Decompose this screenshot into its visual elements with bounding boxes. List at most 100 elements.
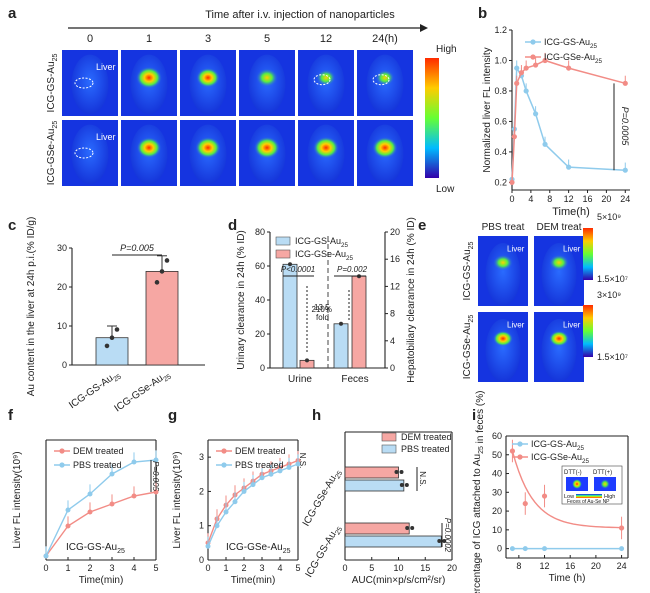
x-tick-label: 0 — [205, 563, 210, 573]
panel-a-image-tile — [357, 50, 413, 116]
panel-a-colorbar — [425, 58, 439, 178]
legend-item-text: PBS treated — [401, 444, 450, 454]
x-tick-label: 24 — [620, 194, 630, 204]
data-point — [511, 134, 517, 140]
panel-a-image-tile — [298, 120, 354, 186]
data-point — [205, 543, 211, 549]
sample-note: ICG-GSe-Au25 — [226, 542, 291, 555]
liver-label: Liver — [507, 320, 525, 329]
x-tick-label: 15 — [420, 563, 430, 573]
legend-item-marker — [221, 448, 227, 454]
y-tick-label: 0 — [497, 544, 502, 554]
panel-a-image-tile — [298, 50, 354, 116]
x-tick-label: 0 — [509, 194, 514, 204]
legend-item-swatch — [381, 432, 397, 442]
y-tick-label: 0 — [62, 360, 67, 370]
liver-outline — [372, 74, 390, 86]
y-axis-label: Percentage of ICG attached to Au25 in fe… — [472, 391, 486, 593]
panel-a-image-tile: Liver — [62, 120, 118, 186]
y-axis-label: Normalized liver FL intensity — [482, 47, 493, 172]
inset-spot — [600, 479, 610, 489]
x-tick-label: 24 — [617, 561, 627, 571]
y-tick-label: 0.2 — [494, 177, 507, 187]
replicate-dot — [442, 539, 447, 543]
panel-e-colorbar-1 — [583, 228, 593, 280]
x-tick-label: 1 — [65, 563, 70, 573]
x-tick-label: 4 — [277, 563, 282, 573]
inset-scale-high: High — [604, 494, 615, 500]
sample-note: ICG-GS-Au25 — [66, 542, 125, 555]
legend-item-marker — [59, 462, 65, 468]
data-point — [65, 523, 71, 529]
panel-a-image-tile — [357, 120, 413, 186]
panel-b-chart: 0.2 0.4 0.6 0.8 1.0 1.2 0 4 8 12 16 20 24 Time(h) Norm… — [482, 25, 630, 218]
x-tick-label: 8 — [516, 561, 521, 571]
data-point — [153, 457, 159, 463]
y2-tick-label: 12 — [390, 281, 400, 291]
replicate-dot — [104, 343, 110, 349]
panel-labels: a b c d e f g h i — [8, 5, 487, 424]
data-point — [542, 546, 548, 552]
panel-d-chart: 0 20 40 60 80 0 4 8 12 16 20 Urinary clearance in 2… — [236, 217, 417, 385]
legend-item-swatch — [275, 236, 291, 246]
y2-tick-label: 16 — [390, 254, 400, 264]
data-point — [542, 141, 548, 147]
x-tick-label: Feces — [341, 374, 368, 385]
data-point — [533, 111, 539, 117]
y-tick-label: 10 — [57, 321, 67, 331]
data-point — [268, 471, 274, 477]
panel-e-colorbar-2 — [583, 305, 593, 357]
panel-e-scale-top-2: 3×10⁹ — [597, 290, 621, 300]
bar — [95, 337, 129, 366]
data-point — [131, 493, 137, 499]
replicate-dot — [410, 526, 415, 530]
bar — [344, 535, 442, 548]
x-tick-label: 2 — [87, 563, 92, 573]
y-axis-label: Urinary clearance in 24h (% ID) — [236, 230, 247, 370]
panel-a-image-tile — [239, 50, 295, 116]
legend-item-text: DEM treated — [401, 432, 452, 442]
data-point — [259, 475, 265, 481]
y-tick-label: 2 — [199, 486, 204, 496]
p-value: P=0.005 — [120, 243, 155, 253]
panel-a-row-label-1: ICG-GS-Au25 — [46, 53, 59, 112]
y-tick-label: 40 — [492, 469, 502, 479]
x-tick-label: 5 — [153, 563, 158, 573]
panel-e-image-tile: Liver — [478, 236, 528, 306]
x-tick-label: 12 — [540, 561, 550, 571]
liver-label: Liver — [507, 244, 525, 253]
x-tick-label: 4 — [131, 563, 136, 573]
y-axis-label: Liver FL intensity(10⁹) — [172, 451, 183, 548]
data-point — [514, 80, 520, 86]
legend-item-text: PBS treated — [235, 460, 284, 470]
replicate-dot — [305, 358, 309, 363]
p-value: P=0.0005 — [620, 107, 630, 147]
replicate-dot — [394, 470, 399, 474]
x-tick-label: 3 — [259, 563, 264, 573]
y-tick-label: 30 — [57, 243, 67, 253]
x-axis-label: AUC(min×p/s/cm²/sr) — [352, 575, 446, 586]
data-point — [153, 489, 159, 495]
y-tick-label: 80 — [255, 227, 265, 237]
data-point — [509, 179, 515, 185]
replicate-dot — [404, 483, 409, 487]
x-tick-label: 0 — [342, 563, 347, 573]
y-tick-label: 0 — [260, 363, 265, 373]
legend-item-marker — [517, 441, 523, 447]
x-tick-label: 20 — [447, 563, 457, 573]
panel-a-time-label: 12 — [320, 33, 332, 45]
y-tick-label: 30 — [492, 487, 502, 497]
liver-label: Liver — [563, 320, 581, 329]
y-tick-label: ICG-GSe-Au25 — [301, 467, 345, 529]
data-point — [533, 62, 539, 68]
p-value: P=0.002 — [337, 265, 368, 274]
inset-scale-bar — [576, 494, 602, 498]
replicate-dot — [159, 269, 165, 274]
legend-item-swatch — [381, 444, 397, 454]
x-tick-label: 0 — [43, 563, 48, 573]
panel-e-col-label: DEM treat — [536, 222, 581, 233]
ns-label: N.S. — [418, 471, 427, 487]
x-tick-label: 20 — [591, 561, 601, 571]
panel-a-image-tile — [121, 50, 177, 116]
liver-label: Liver — [96, 132, 116, 142]
